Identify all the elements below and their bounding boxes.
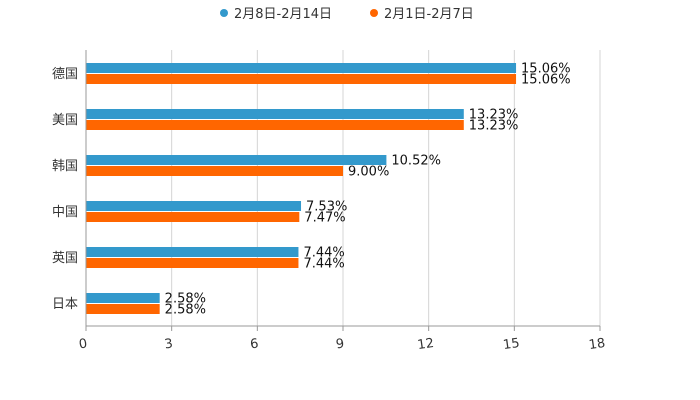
bar-series-1[interactable]: [86, 247, 299, 257]
x-tick-label: 3: [164, 336, 174, 352]
legend-label-1[interactable]: 2月8日-2月14日: [234, 7, 332, 22]
data-label: 15.06%: [521, 73, 571, 88]
bar-series-2[interactable]: [86, 74, 517, 84]
data-label: 13.23%: [469, 108, 519, 123]
category-label: 中国: [52, 205, 78, 220]
data-label: 10.52%: [391, 154, 441, 169]
legend-marker-1[interactable]: [220, 9, 228, 17]
bar-series-1[interactable]: [86, 109, 464, 119]
legend-marker-2[interactable]: [370, 9, 378, 17]
bar-series-2[interactable]: [86, 258, 299, 268]
bar-series-2[interactable]: [86, 212, 300, 222]
data-label: 7.47%: [304, 211, 345, 226]
data-label: 7.44%: [303, 246, 344, 261]
x-tick-label: 18: [588, 336, 606, 353]
data-label: 13.23%: [469, 119, 519, 134]
category-label: 日本: [52, 297, 78, 312]
data-label: 2.58%: [165, 292, 206, 307]
legend-label-2[interactable]: 2月1日-2月7日: [384, 7, 474, 22]
data-label: 2.58%: [165, 303, 206, 318]
legend: 2月8日-2月14日 2月1日-2月7日: [220, 7, 474, 22]
data-label: 9.00%: [348, 165, 389, 180]
category-label: 英国: [52, 251, 78, 266]
x-tick-label: 12: [416, 336, 434, 353]
bar-series-1[interactable]: [86, 293, 160, 303]
data-label: 7.53%: [306, 200, 347, 215]
bar-series-1[interactable]: [86, 155, 387, 165]
grid-lines: [171, 50, 601, 326]
category-label: 韩国: [52, 159, 78, 174]
category-label: 美国: [52, 113, 78, 128]
x-tick-label: 15: [502, 336, 520, 353]
category-label: 德国: [52, 67, 78, 82]
x-tick-label: 6: [249, 336, 259, 352]
data-label: 15.06%: [521, 62, 571, 77]
bar-series-1[interactable]: [86, 201, 302, 211]
bars: 15.06%15.06% 13.23%13.23% 10.52%9.00% 7.53%…: [86, 62, 571, 318]
bar-series-2[interactable]: [86, 120, 464, 130]
bar-series-1[interactable]: [86, 63, 517, 73]
bar-series-2[interactable]: [86, 166, 343, 176]
x-tick-label: 0: [78, 336, 88, 352]
x-tick-label: 9: [335, 336, 345, 352]
bar-series-2[interactable]: [86, 304, 160, 314]
data-label: 7.44%: [303, 257, 344, 272]
